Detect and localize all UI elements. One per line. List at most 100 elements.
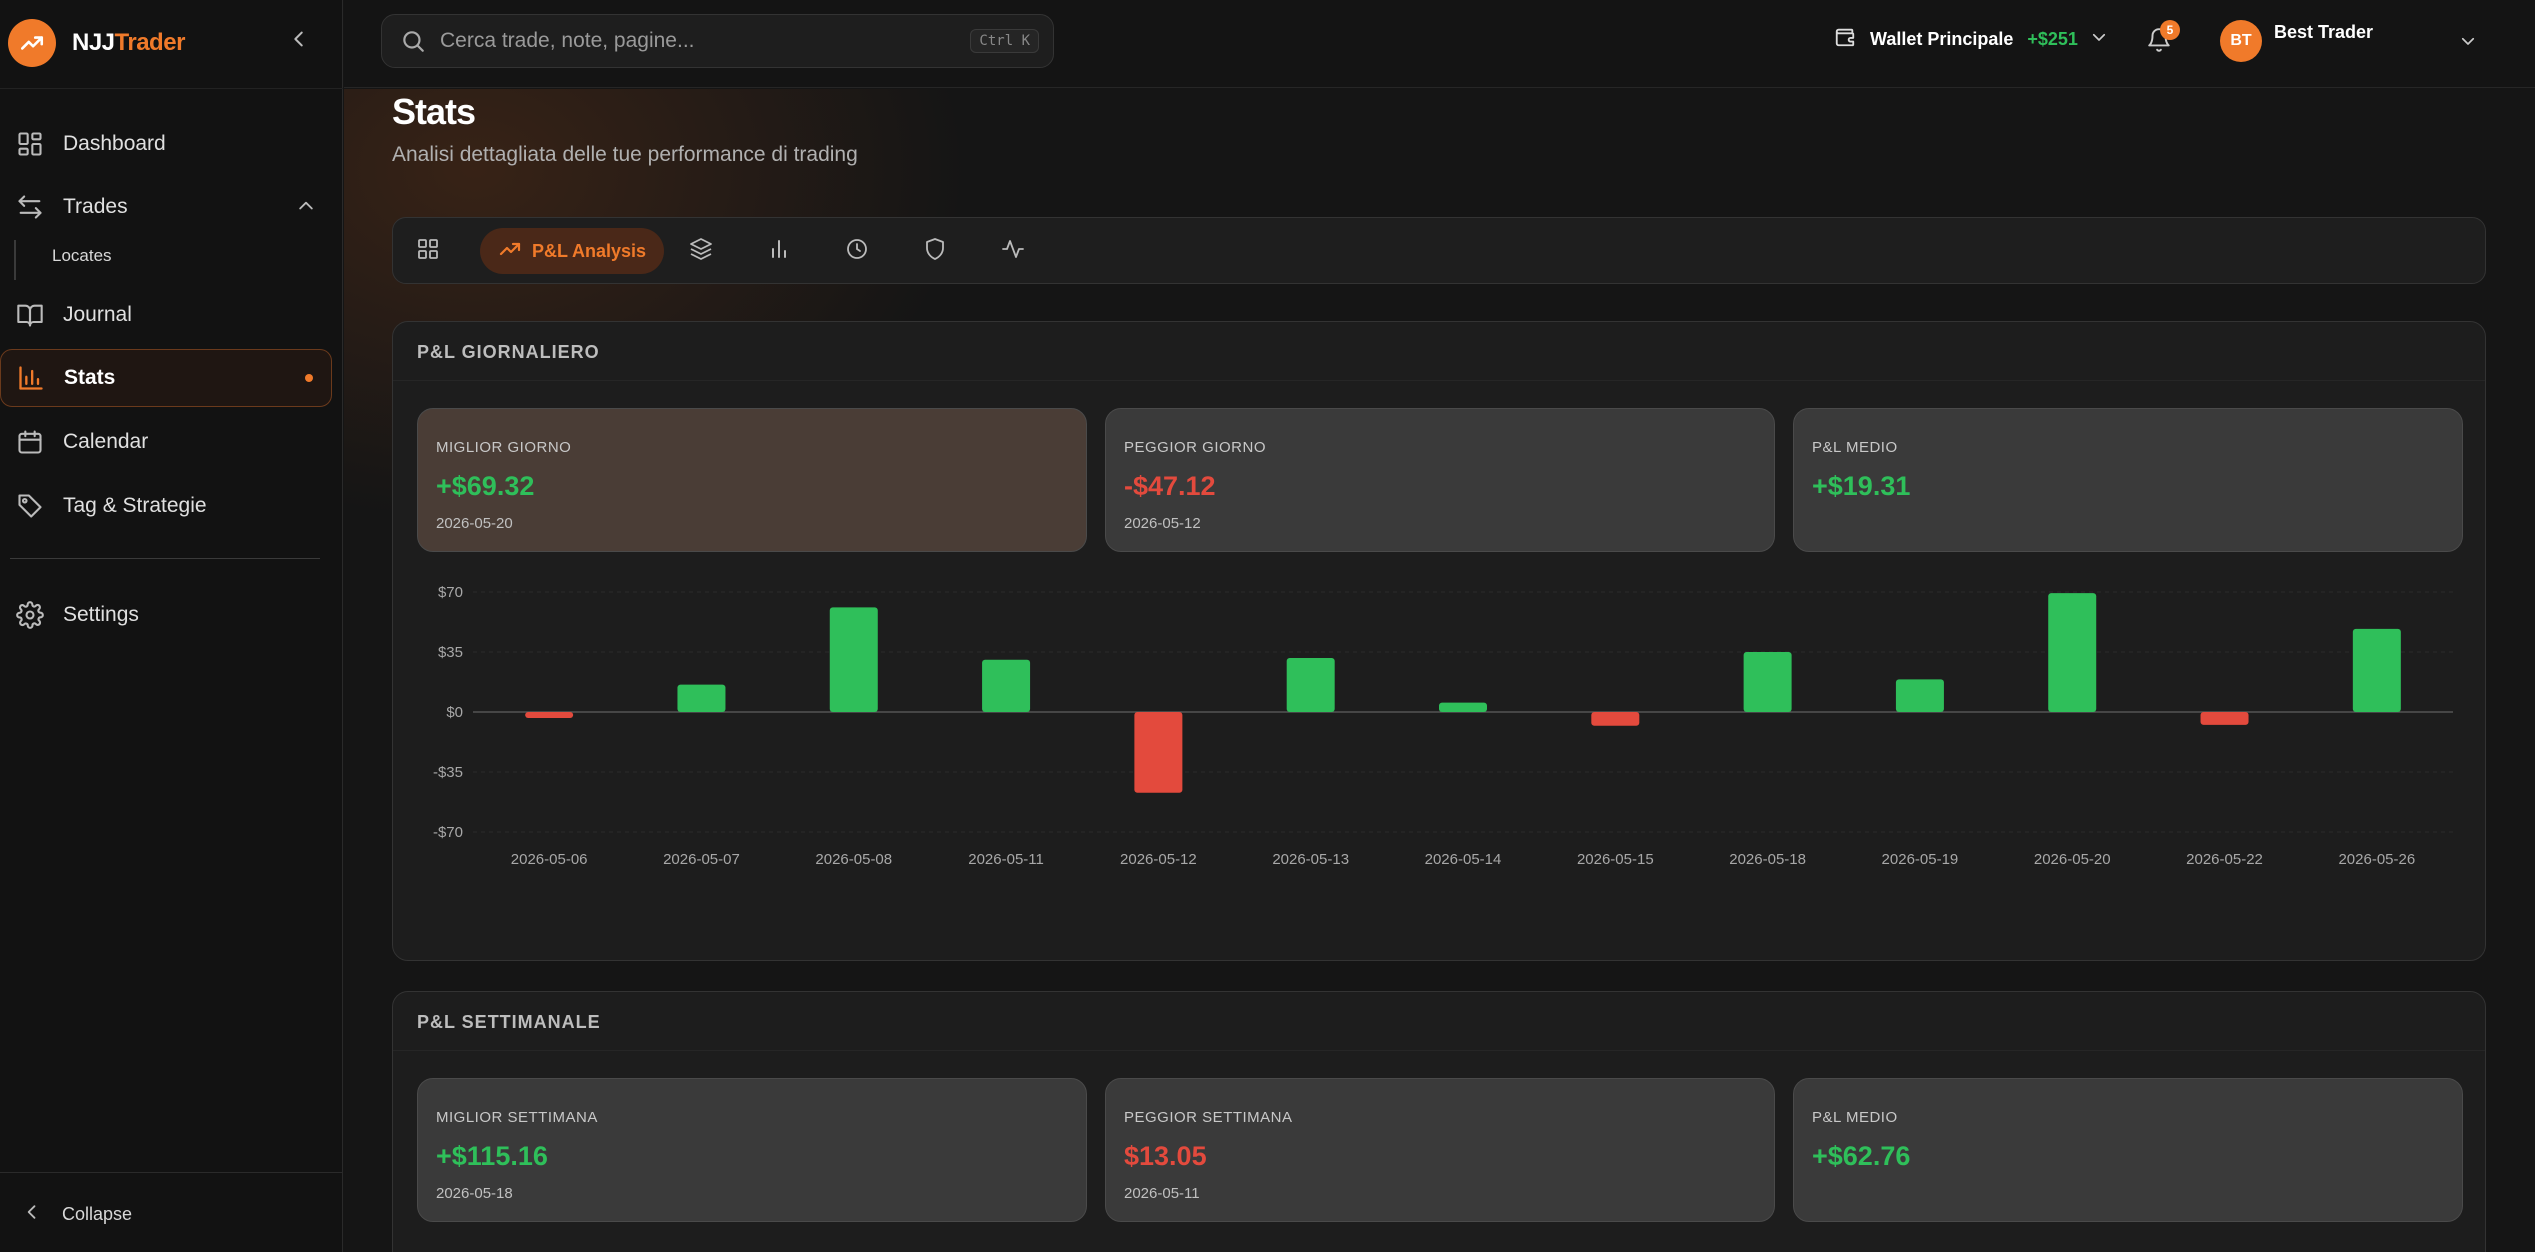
card-title: P&L GIORNALIERO: [417, 342, 600, 362]
sidebar-item-stats[interactable]: Stats: [0, 349, 332, 407]
stat-date: 2026-05-12: [1124, 515, 1201, 532]
sidebar-subitem-locates[interactable]: Locates: [52, 246, 112, 265]
daily-pl-bar-chart: $70 $35 $0 -$35 -$70 2026-05-06 2026-05-07 2026…: [433, 584, 2453, 868]
stat-value: -$47.12: [1124, 471, 1216, 501]
sidebar-footer-divider: [0, 1172, 343, 1173]
search-bar[interactable]: Ctrl K: [381, 14, 1054, 68]
best-day-stat: MIGLIOR GIORNO +$69.32 2026-05-20: [417, 408, 1087, 552]
x-tick-label: 2026-05-06: [511, 851, 588, 868]
x-tick-label: 2026-05-12: [1120, 851, 1197, 868]
user-menu-chevron-down-icon[interactable]: [2459, 32, 2477, 55]
best-week-stat: MIGLIOR SETTIMANA +$115.16 2026-05-18: [417, 1078, 1087, 1222]
y-tick-label: -$70: [433, 824, 463, 841]
sidebar-item-dashboard[interactable]: Dashboard: [0, 115, 330, 173]
book-open-icon: [14, 299, 46, 331]
chart-bar[interactable]: [1286, 658, 1335, 712]
collapse-label: Collapse: [62, 1204, 133, 1224]
sidebar-item-label: Tag & Strategie: [63, 494, 207, 517]
stat-label: MIGLIOR SETTIMANA: [436, 1109, 598, 1126]
collapse-button[interactable]: Collapse: [22, 1202, 132, 1227]
main-content: Stats Analisi dettagliata delle tue perf…: [344, 89, 2535, 1252]
card-divider: [393, 380, 2485, 381]
calendar-icon: [14, 426, 46, 458]
sidebar-item-calendar[interactable]: Calendar: [0, 413, 330, 471]
weekly-pl-card: P&L SETTIMANALE MIGLIOR SETTIMANA +$115.…: [392, 991, 2486, 1252]
tab-overview[interactable]: [405, 228, 451, 274]
chart-bar[interactable]: [2048, 593, 2097, 712]
brand[interactable]: NJJTrader: [8, 18, 185, 68]
search-input[interactable]: [438, 28, 942, 54]
stat-value: +$115.16: [436, 1141, 548, 1171]
tab-label: P&L Analysis: [532, 240, 647, 261]
card-title: P&L SETTIMANALE: [417, 1012, 601, 1032]
page-subtitle: Analisi dettagliata delle tue performanc…: [392, 143, 858, 166]
wallet-selector[interactable]: Wallet Principale +$251: [1834, 26, 2108, 53]
brand-logo-icon: [8, 19, 56, 67]
tag-icon: [14, 490, 46, 522]
chart-bar[interactable]: [525, 712, 574, 718]
x-tick-label: 2026-05-26: [2338, 851, 2415, 868]
stat-value: +$62.76: [1812, 1141, 1911, 1171]
stat-label: MIGLIOR GIORNO: [436, 439, 572, 456]
card-divider: [393, 1050, 2485, 1051]
tab-bar-chart[interactable]: [756, 228, 802, 274]
chart-bar[interactable]: [1743, 652, 1792, 712]
stat-value: +$69.32: [436, 471, 535, 501]
sidebar-toggle-chevron-left-icon[interactable]: [288, 28, 310, 50]
x-tick-label: 2026-05-07: [663, 851, 740, 868]
trending-up-icon: [498, 237, 522, 266]
search-icon: [400, 28, 426, 54]
chart-bar[interactable]: [1134, 712, 1183, 793]
user-menu[interactable]: BT Best Trader: [2220, 20, 2373, 62]
shield-icon: [923, 237, 947, 266]
sidebar: NJJTrader Dashboard Trades Locates Journ…: [0, 0, 343, 1252]
stat-value: $13.05: [1124, 1141, 1207, 1171]
active-indicator-dot: [305, 374, 313, 382]
sidebar-item-tag-strategie[interactable]: Tag & Strategie: [0, 477, 330, 535]
notifications-badge: 5: [2160, 20, 2180, 40]
average-week-pl-stat: P&L MEDIO +$62.76: [1793, 1078, 2463, 1222]
daily-pl-card: P&L GIORNALIERO MIGLIOR GIORNO +$69.32 2…: [392, 321, 2486, 961]
clock-icon: [845, 237, 869, 266]
chevron-up-icon[interactable]: [296, 196, 316, 216]
sidebar-item-trades[interactable]: Trades: [0, 178, 330, 236]
avatar: BT: [2220, 20, 2262, 62]
chart-bar[interactable]: [829, 607, 878, 712]
top-header: Ctrl K Wallet Principale +$251 5 BT Best…: [344, 0, 2535, 88]
chart-bar[interactable]: [2200, 712, 2249, 725]
brand-name: NJJTrader: [72, 29, 185, 56]
chart-bar[interactable]: [982, 659, 1031, 712]
x-tick-label: 2026-05-08: [815, 851, 892, 868]
chart-bar[interactable]: [1439, 702, 1487, 712]
x-tick-label: 2026-05-18: [1729, 851, 1806, 868]
y-tick-label: $35: [438, 644, 463, 661]
search-shortcut-hint: Ctrl K: [970, 29, 1039, 53]
stat-label: P&L MEDIO: [1812, 1109, 1898, 1126]
y-tick-label: $0: [446, 704, 463, 721]
x-tick-label: 2026-05-20: [2034, 851, 2111, 868]
x-tick-label: 2026-05-19: [1882, 851, 1959, 868]
sidebar-item-label: Trades: [63, 195, 128, 218]
chevron-left-icon: [22, 1202, 42, 1227]
x-tick-label: 2026-05-13: [1272, 851, 1349, 868]
chart-bar[interactable]: [1591, 712, 1640, 726]
tab-layers[interactable]: [678, 228, 724, 274]
sidebar-item-settings[interactable]: Settings: [0, 586, 330, 644]
tab-activity[interactable]: [990, 228, 1036, 274]
bar-chart-icon: [15, 362, 47, 394]
tab-risk[interactable]: [912, 228, 958, 274]
sidebar-item-label: Settings: [63, 603, 139, 626]
tab-time[interactable]: [834, 228, 880, 274]
stat-label: PEGGIOR GIORNO: [1124, 439, 1267, 456]
chart-bar[interactable]: [1895, 679, 1944, 712]
page-title: Stats: [392, 91, 476, 132]
wallet-balance: +$251: [2027, 29, 2078, 49]
sidebar-item-journal[interactable]: Journal: [0, 286, 330, 344]
tab-pl-analysis[interactable]: P&L Analysis: [480, 228, 665, 274]
y-tick-label: $70: [438, 584, 463, 601]
chart-bar[interactable]: [2352, 628, 2401, 712]
chart-bar[interactable]: [677, 684, 726, 712]
x-tick-label: 2026-05-11: [968, 851, 1044, 868]
stat-date: 2026-05-11: [1124, 1185, 1200, 1202]
user-name: Best Trader: [2274, 22, 2374, 42]
